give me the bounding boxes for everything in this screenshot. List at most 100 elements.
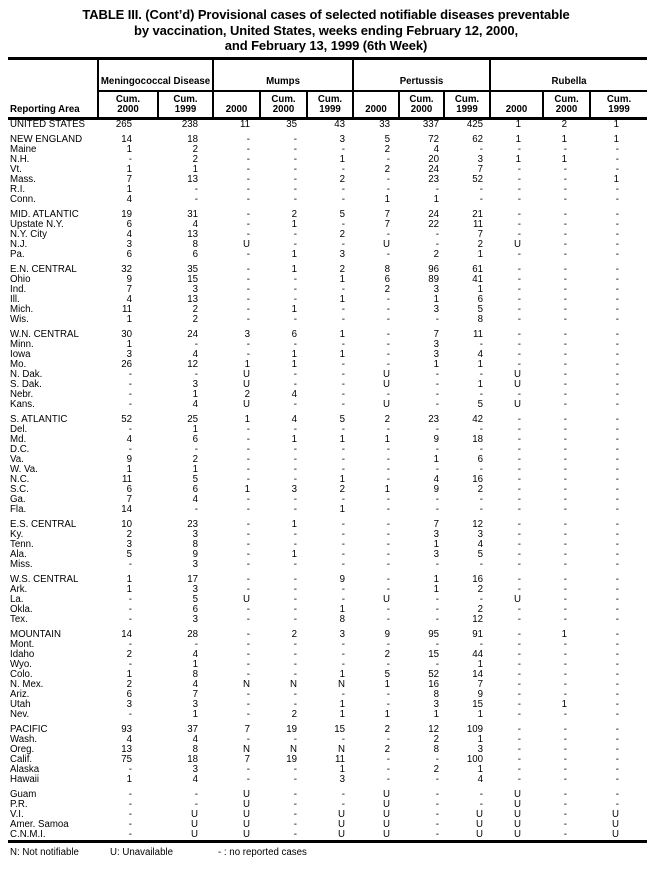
value-cell: - bbox=[563, 798, 568, 810]
value-cell: - bbox=[435, 493, 440, 505]
table-row: Wash. 4 4 - - - - 2 1 - - - bbox=[8, 733, 647, 745]
value-cell: - bbox=[246, 263, 251, 275]
value-cell: 3 bbox=[192, 583, 199, 595]
value-cell: - bbox=[563, 538, 568, 550]
value-cell: 5 bbox=[477, 303, 484, 315]
value-cell: - bbox=[615, 338, 620, 350]
table-row: Mich. 11 2 - 1 - - 3 5 - - - bbox=[8, 303, 647, 315]
table-row: MID. ATLANTIC 19 31 - 2 5 7 24 21 - - - bbox=[8, 209, 647, 220]
table-row: Hawaii 1 4 - - 3 - - 4 - - - bbox=[8, 774, 647, 785]
value-cell: - bbox=[293, 143, 298, 155]
value-cell: - bbox=[615, 398, 620, 410]
page: TABLE III. (Cont’d) Provisional cases of… bbox=[0, 7, 652, 858]
value-cell: 1 bbox=[126, 313, 132, 325]
reporting-area-cell: Wis. bbox=[10, 313, 29, 325]
value-cell: 3 bbox=[433, 548, 440, 560]
value-cell: - bbox=[293, 453, 298, 465]
value-cell: U bbox=[612, 818, 620, 830]
value-cell: 7 bbox=[126, 493, 132, 505]
value-cell: 11 bbox=[121, 473, 132, 485]
value-cell: 18 bbox=[187, 753, 199, 765]
value-cell: - bbox=[563, 493, 568, 505]
value-cell: - bbox=[435, 463, 440, 475]
value-cell: - bbox=[517, 193, 522, 205]
value-cell: 238 bbox=[181, 118, 199, 130]
value-cell: 3 bbox=[433, 528, 440, 540]
table-row: Mont. - - - - - - - - - - - bbox=[8, 638, 647, 650]
value-cell: - bbox=[435, 368, 440, 380]
value-cell: 5 bbox=[477, 398, 484, 410]
value-cell: - bbox=[246, 648, 251, 660]
value-cell: - bbox=[341, 548, 346, 560]
value-cell: 1 bbox=[384, 433, 391, 445]
value-cell: - bbox=[246, 313, 251, 325]
value-cell: 16 bbox=[472, 473, 484, 485]
value-cell: - bbox=[615, 538, 620, 550]
value-cell: - bbox=[293, 573, 298, 585]
value-cell: - bbox=[128, 593, 132, 605]
reporting-area-cell: W. Va. bbox=[10, 463, 38, 475]
value-cell: - bbox=[194, 638, 199, 650]
value-cell: - bbox=[386, 293, 391, 305]
value-cell: 1 bbox=[339, 153, 346, 165]
value-cell: - bbox=[293, 133, 298, 145]
value-cell: 3 bbox=[433, 338, 440, 350]
value-cell: N bbox=[290, 743, 298, 755]
value-cell: - bbox=[563, 303, 568, 315]
table-row: Ky. 2 3 - - - - 3 3 - - - bbox=[8, 528, 647, 540]
value-cell: - bbox=[246, 493, 251, 505]
value-cell: - bbox=[386, 573, 391, 585]
value-cell: 1 bbox=[613, 118, 620, 130]
value-cell: - bbox=[246, 638, 251, 650]
value-cell: 19 bbox=[286, 723, 298, 735]
value-cell: - bbox=[615, 293, 620, 305]
value-cell: 1 bbox=[192, 658, 199, 670]
value-cell: 23 bbox=[428, 413, 440, 425]
value-cell: 1 bbox=[515, 118, 522, 130]
value-cell: 8 bbox=[384, 263, 391, 275]
value-cell: - bbox=[293, 368, 298, 380]
value-cell: U bbox=[243, 818, 251, 830]
value-cell: - bbox=[386, 228, 391, 240]
value-cell: - bbox=[128, 708, 132, 720]
value-cell: U bbox=[243, 593, 251, 605]
value-cell: - bbox=[293, 613, 298, 625]
value-cell: - bbox=[386, 753, 391, 765]
value-cell: - bbox=[615, 743, 620, 755]
value-cell: 2 bbox=[339, 263, 346, 275]
value-cell: - bbox=[386, 183, 391, 195]
value-cell: 75 bbox=[121, 753, 132, 765]
reporting-area-header: Reporting Area bbox=[8, 58, 98, 120]
value-cell: 4 bbox=[291, 388, 298, 400]
reporting-area-cell: Md. bbox=[10, 433, 27, 445]
value-cell: - bbox=[615, 658, 620, 670]
value-cell: 5 bbox=[384, 133, 391, 145]
value-cell: - bbox=[517, 733, 522, 745]
table-row: Md. 4 6 - 1 1 1 9 18 - - - bbox=[8, 433, 647, 445]
table-row: Ga. 7 4 - - - - - - - - - bbox=[8, 493, 647, 505]
reporting-area-cell: Tenn. bbox=[10, 538, 34, 550]
value-cell: - bbox=[194, 503, 199, 515]
value-cell: - bbox=[194, 338, 199, 350]
table-row: D.C. - - - - - - - - - - - bbox=[8, 444, 647, 455]
table-row: Okla. - 6 - - 1 - - 2 - - - bbox=[8, 604, 647, 615]
sub-header-mumps-2000: 2000 bbox=[212, 90, 261, 120]
sub-header-pert-cum-1999: Cum. 1999 bbox=[443, 90, 491, 120]
value-cell: - bbox=[246, 433, 251, 445]
value-cell: - bbox=[517, 473, 522, 485]
value-cell: 6 bbox=[126, 248, 132, 260]
value-cell: U bbox=[514, 378, 522, 390]
value-cell: - bbox=[341, 518, 346, 530]
value-cell: 18 bbox=[472, 433, 484, 445]
value-cell: - bbox=[563, 263, 568, 275]
table-row: S.C. 6 6 1 3 2 1 9 2 - - - bbox=[8, 484, 647, 495]
value-cell: - bbox=[246, 183, 251, 195]
value-cell: - bbox=[563, 723, 568, 735]
value-cell: 1 bbox=[561, 628, 568, 640]
reporting-area-cell: Idaho bbox=[10, 648, 35, 660]
value-cell: 1 bbox=[126, 338, 132, 350]
reporting-area-cell: MOUNTAIN bbox=[10, 628, 61, 640]
table-row: W. Va. 1 1 - - - - - - - - - bbox=[8, 463, 647, 475]
value-cell: - bbox=[386, 763, 391, 775]
value-cell: 5 bbox=[192, 593, 199, 605]
